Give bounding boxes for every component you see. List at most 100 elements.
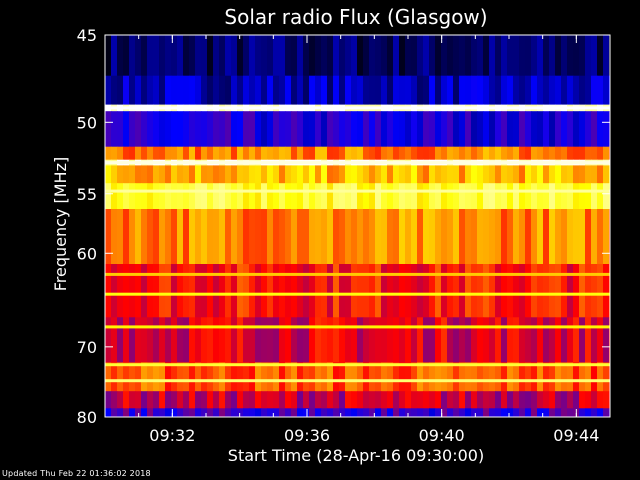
spectrogram-cell: [231, 209, 238, 265]
spectrogram-cell: [537, 146, 544, 161]
spectrogram-cell: [561, 391, 568, 409]
spectrogram-cell: [369, 183, 376, 210]
spectrogram-cell: [363, 264, 370, 318]
spectrogram-cell: [153, 75, 160, 106]
spectrogram-cell: [543, 362, 550, 392]
spectrogram-cell: [225, 111, 232, 148]
spectrogram-cell: [381, 165, 388, 184]
spectrogram-cell: [513, 391, 520, 409]
spectrogram-cell: [423, 35, 430, 77]
spectrogram-cell: [495, 391, 502, 409]
spectrogram-cell: [399, 317, 406, 363]
spectrogram-cell: [165, 209, 172, 265]
spectrogram-cell: [303, 183, 310, 210]
y-tick-label: 60: [77, 244, 97, 263]
spectrogram-cell: [315, 391, 322, 409]
spectrogram-cell: [543, 391, 550, 409]
spectrogram-cell: [579, 317, 586, 363]
spectrogram-cell: [327, 75, 334, 106]
spectrogram-cell: [513, 183, 520, 210]
spectrogram-cell: [171, 35, 178, 77]
spectrogram-cell: [543, 165, 550, 184]
spectrogram-cell: [435, 391, 442, 409]
spectrogram-cell: [441, 165, 448, 184]
spectrogram-cell: [447, 408, 454, 418]
spectrogram-cell: [177, 362, 184, 392]
emission-line: [105, 292, 610, 296]
spectrogram-cell: [393, 183, 400, 210]
spectrogram-cell: [549, 408, 556, 418]
spectrogram-cell: [237, 391, 244, 409]
spectrogram-cell: [333, 362, 340, 392]
spectrogram-cell: [321, 391, 328, 409]
spectrogram-cell: [591, 362, 598, 392]
spectrogram-cell: [603, 391, 610, 409]
spectrogram-cell: [279, 111, 286, 148]
spectrogram-cell: [279, 35, 286, 77]
spectrogram-cell: [273, 317, 280, 363]
spectrogram-cell: [243, 317, 250, 363]
spectrogram-cell: [585, 165, 592, 184]
spectrogram-cell: [591, 264, 598, 318]
spectrogram-cell: [363, 317, 370, 363]
spectrogram-cell: [573, 183, 580, 210]
spectrogram-cell: [375, 317, 382, 363]
spectrogram-cell: [435, 209, 442, 265]
spectrogram-cell: [135, 165, 142, 184]
spectrogram-cell: [117, 408, 124, 418]
spectrogram-cell: [189, 183, 196, 210]
spectrogram-cell: [459, 391, 466, 409]
spectrogram-cell: [159, 362, 166, 392]
spectrogram-cell: [135, 362, 142, 392]
spectrogram-cell: [105, 75, 112, 106]
spectrogram-cell: [219, 165, 226, 184]
spectrogram-cell: [519, 408, 526, 418]
spectrogram-cell: [321, 165, 328, 184]
spectrogram-cell: [129, 165, 136, 184]
spectrogram-cell: [369, 146, 376, 161]
spectrogram-cell: [195, 35, 202, 77]
spectrogram-cell: [255, 391, 262, 409]
spectrogram-cell: [531, 408, 538, 418]
spectrogram-cell: [147, 146, 154, 161]
spectrogram-cell: [129, 35, 136, 77]
spectrogram-cell: [525, 35, 532, 77]
spectrogram-cell: [591, 183, 598, 210]
spectrogram-cell: [393, 362, 400, 392]
spectrogram-cell: [531, 183, 538, 210]
spectrogram-cell: [573, 35, 580, 77]
spectrogram-cell: [321, 362, 328, 392]
spectrogram-cell: [597, 111, 604, 148]
spectrogram-cell: [543, 111, 550, 148]
spectrogram-cell: [477, 408, 484, 418]
spectrogram-cell: [177, 408, 184, 418]
spectrogram-cell: [561, 183, 568, 210]
spectrogram-cell: [369, 391, 376, 409]
spectrogram-cell: [477, 362, 484, 392]
spectrogram-cell: [117, 264, 124, 318]
spectrogram-cell: [255, 75, 262, 106]
spectrogram-cell: [135, 75, 142, 106]
spectrogram-cell: [267, 165, 274, 184]
spectrogram-cell: [111, 264, 118, 318]
spectrogram-cell: [285, 391, 292, 409]
spectrogram-cell: [171, 146, 178, 161]
spectrogram-cell: [543, 408, 550, 418]
spectrogram-cell: [243, 264, 250, 318]
spectrogram-cell: [339, 35, 346, 77]
spectrogram-cell: [423, 317, 430, 363]
spectrogram-cell: [447, 111, 454, 148]
spectrogram-cell: [429, 35, 436, 77]
spectrogram-cell: [411, 408, 418, 418]
spectrogram-cell: [561, 75, 568, 106]
spectrogram-cell: [291, 111, 298, 148]
spectrogram-cell: [489, 35, 496, 77]
spectrogram-cell: [153, 362, 160, 392]
spectrogram-cell: [279, 362, 286, 392]
spectrogram-cell: [525, 317, 532, 363]
spectrogram-cell: [579, 165, 586, 184]
spectrogram-cell: [363, 146, 370, 161]
spectrogram-cell: [201, 391, 208, 409]
spectrogram-cell: [183, 165, 190, 184]
